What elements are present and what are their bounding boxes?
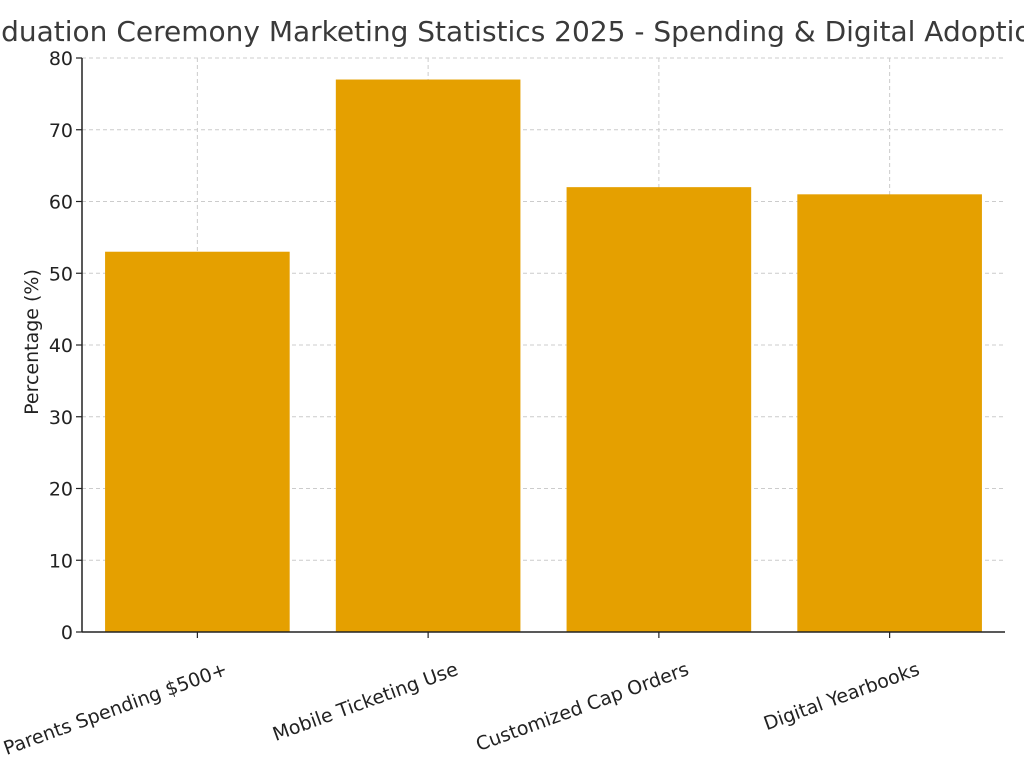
bar bbox=[797, 194, 982, 632]
x-tick-label: Parents Spending $500+ bbox=[1, 658, 231, 760]
y-tick-label: 40 bbox=[49, 335, 73, 357]
x-tick-labels: Parents Spending $500+ Mobile Ticketing U… bbox=[1, 658, 923, 760]
y-tick-label: 70 bbox=[49, 120, 73, 142]
y-tick-label: 20 bbox=[49, 479, 73, 501]
y-tick-label: 50 bbox=[49, 263, 73, 285]
x-tick-label: Customized Cap Orders bbox=[473, 658, 692, 756]
bar bbox=[105, 251, 290, 632]
bar bbox=[335, 79, 521, 632]
y-tick-label: 80 bbox=[49, 48, 73, 70]
bar bbox=[566, 187, 752, 632]
axes bbox=[76, 57, 1005, 638]
x-tick-label: Digital Yearbooks bbox=[761, 658, 923, 735]
y-tick-labels: 0 10 20 30 40 50 60 70 80 bbox=[49, 48, 73, 644]
y-axis-label: Percentage (%) bbox=[21, 269, 43, 415]
x-tick-label: Mobile Ticketing Use bbox=[270, 658, 461, 746]
y-tick-label: 0 bbox=[61, 622, 73, 644]
y-tick-label: 60 bbox=[49, 192, 73, 214]
y-tick-label: 30 bbox=[49, 407, 73, 429]
y-tick-label: 10 bbox=[49, 550, 73, 572]
chart-title: Graduation Ceremony Marketing Statistics… bbox=[0, 15, 1024, 48]
bars bbox=[105, 79, 982, 632]
